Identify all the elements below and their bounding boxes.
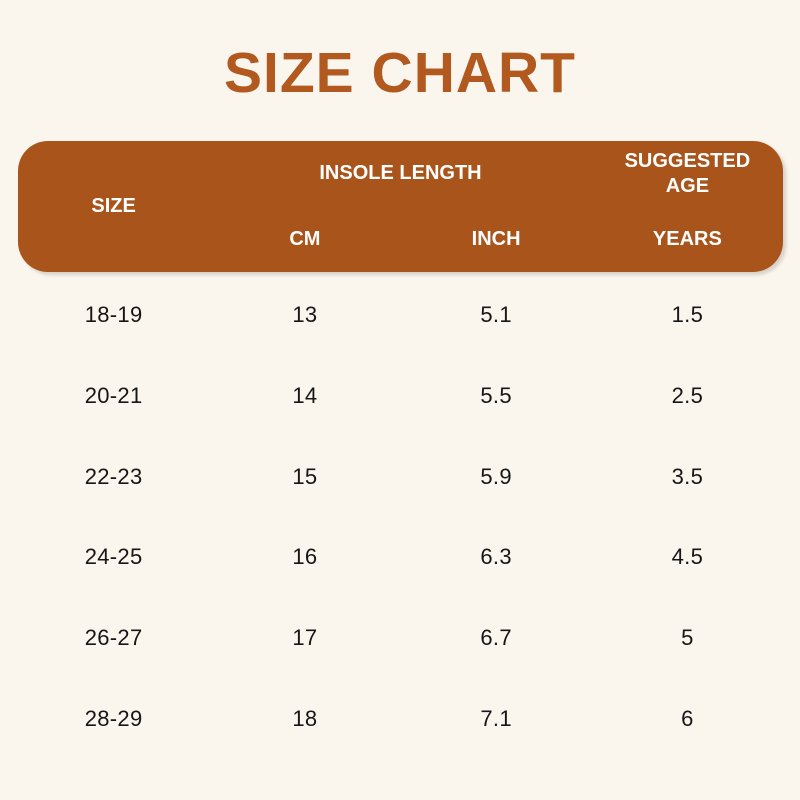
header-suggested-age: SUGGESTED AGE	[592, 141, 783, 207]
page-title: SIZE CHART	[224, 41, 576, 105]
cell-inch: 5.1	[480, 302, 512, 328]
table-row: 24-25 16 6.3 4.5	[18, 517, 783, 598]
cell-cm: 16	[292, 544, 318, 570]
cell-inch: 7.1	[480, 705, 512, 731]
cell-inch: 5.5	[480, 382, 512, 408]
cell-years: 1.5	[671, 302, 704, 328]
table-row: 28-29 18 7.1 6	[18, 678, 783, 759]
cell-inch: 6.3	[480, 544, 512, 570]
header-insole-length: INSOLE LENGTH	[319, 162, 482, 185]
cell-cm: 14	[292, 382, 318, 408]
header-size: SIZE	[91, 195, 136, 217]
header-inch: INCH	[471, 227, 521, 250]
header-cm: CM	[289, 227, 321, 250]
cell-years: 5	[681, 624, 694, 650]
cell-years: 6	[681, 705, 694, 731]
cell-years: 2.5	[671, 382, 704, 408]
cell-size: 26-27	[84, 624, 143, 650]
header-years: YEARS	[652, 227, 722, 250]
cell-cm: 13	[292, 302, 318, 328]
table-row: 26-27 17 6.7 5	[18, 598, 783, 679]
cell-cm: 17	[292, 624, 318, 650]
table-row: 22-23 15 5.9 3.5	[18, 436, 783, 517]
table-body: 18-19 13 5.1 1.5 20-21 14 5.5 2.5 22-23 …	[18, 275, 783, 759]
cell-size: 20-21	[84, 382, 143, 408]
cell-cm: 15	[292, 463, 318, 489]
cell-inch: 6.7	[480, 624, 512, 650]
cell-cm: 18	[292, 705, 318, 731]
table-row: 20-21 14 5.5 2.5	[18, 356, 783, 437]
cell-size: 18-19	[84, 302, 143, 328]
cell-years: 3.5	[671, 463, 704, 489]
header-suggested-age-line2: AGE	[665, 174, 710, 197]
table-row: 18-19 13 5.1 1.5	[18, 275, 783, 356]
table-header-band: SIZE INSOLE LENGTH SUGGESTED AGE CM INCH…	[18, 141, 783, 272]
cell-years: 4.5	[671, 544, 704, 570]
header-suggested-age-line1: SUGGESTED	[624, 149, 751, 172]
cell-inch: 5.9	[480, 463, 512, 489]
cell-size: 24-25	[84, 544, 143, 570]
cell-size: 28-29	[84, 705, 143, 731]
cell-size: 22-23	[84, 463, 143, 489]
